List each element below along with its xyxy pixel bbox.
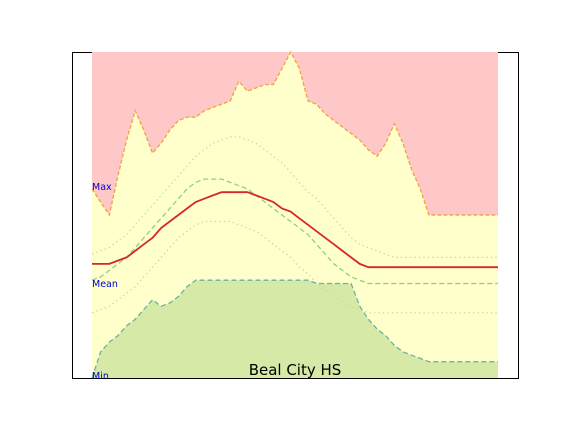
plot-area (91, 50, 498, 379)
max-mean-line (91, 178, 498, 285)
record-low-line (91, 279, 498, 379)
record-high-line (91, 50, 498, 217)
mean-line (92, 191, 498, 269)
area-below-min (92, 280, 498, 378)
area-above-max (92, 52, 498, 215)
annotation-mean: Mean (92, 279, 118, 290)
normal-high-line (91, 136, 498, 258)
annotation-max: Max (92, 182, 112, 193)
annotation-min: Min (92, 371, 109, 382)
chart-title: Beal City HS (249, 361, 342, 379)
